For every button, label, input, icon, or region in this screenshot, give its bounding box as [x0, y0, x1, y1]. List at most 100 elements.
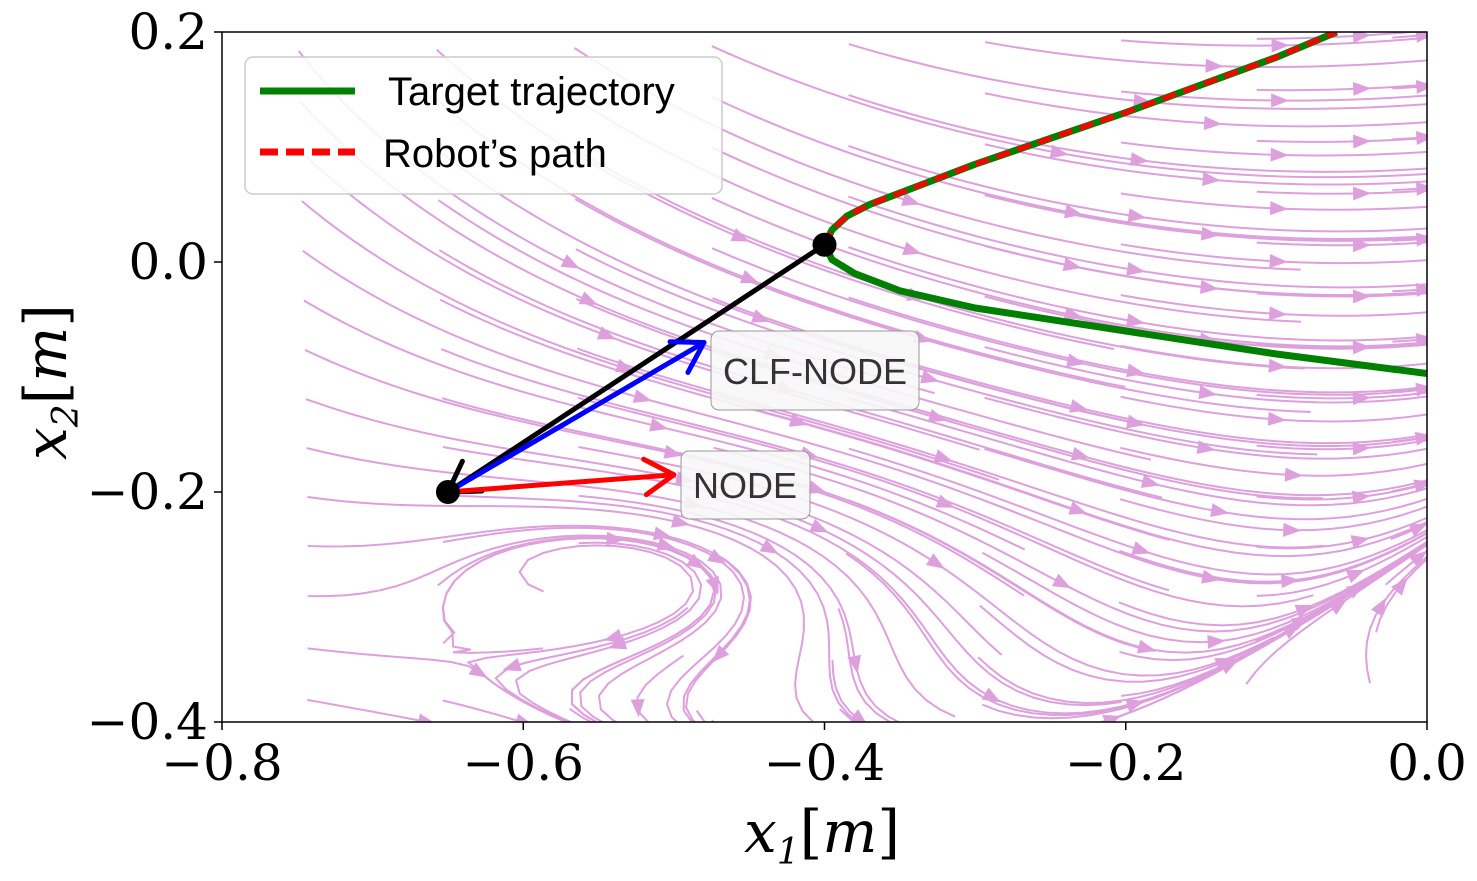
streamline-arrow: [902, 241, 922, 256]
streamline-arrow: [806, 480, 827, 494]
series-robots-path: [822, 32, 1338, 246]
streamline-arrow: [1352, 391, 1371, 406]
streamline-arrow: [1268, 306, 1288, 321]
streamline-arrow: [1199, 279, 1219, 294]
streamline-arrow: [1203, 116, 1223, 131]
streamline-arrow: [1352, 441, 1371, 456]
streamline-arrow: [1200, 226, 1220, 241]
streamline-arrow: [935, 494, 955, 508]
streamline-arrow: [759, 539, 779, 554]
streamline-arrow: [1051, 573, 1072, 589]
x-tick-label: −0.6: [463, 734, 584, 792]
streamline-arrow: [1126, 261, 1146, 276]
streamline-arrow: [711, 644, 730, 663]
x-tick-label: −0.4: [764, 734, 885, 792]
streamline-arrow: [1391, 577, 1408, 596]
streamline-arrow: [1351, 490, 1371, 505]
y-tick-label: 0.2: [128, 3, 208, 61]
streamline-arrow: [1352, 32, 1372, 44]
point-current-target: [812, 232, 837, 257]
annotation-clf-node-box: [710, 330, 920, 411]
streamline-arrow: [920, 369, 940, 384]
arrow-clf-node: [445, 339, 707, 495]
streamline-arrow: [1129, 152, 1149, 167]
streamline-arrow: [1415, 282, 1427, 297]
streamline-arrow: [1345, 569, 1366, 584]
streamline-arrow: [1352, 238, 1372, 253]
streamline: [1245, 543, 1427, 685]
streamline-arrow: [1345, 583, 1366, 599]
streamline-arrow: [605, 721, 607, 722]
streamline-arrow: [1414, 431, 1427, 446]
annotation-clf-node-label: CLF-NODE: [723, 351, 907, 392]
streamline-arrow: [1280, 574, 1300, 589]
streamline-arrow: [1070, 446, 1091, 461]
streamline-arrow: [1408, 550, 1427, 568]
streamline: [1121, 542, 1427, 697]
legend-label-robots-path: Robot’s path: [383, 132, 607, 176]
streamline-arrow: [1408, 523, 1427, 538]
legend-label-target-trajectory: Target trajectory: [388, 70, 675, 114]
arrow-node: [445, 456, 677, 498]
streamline-arrow: [925, 553, 945, 569]
streamline-arrow: [1131, 541, 1151, 555]
streamline-arrow: [418, 713, 434, 722]
streamline-arrow: [1126, 414, 1146, 429]
streamline-arrow: [578, 291, 598, 305]
streamline-arrow: [1267, 411, 1287, 426]
streamline-arrow: [1269, 254, 1288, 268]
streamline-arrow: [502, 657, 522, 672]
arrow-layer: [435, 232, 837, 504]
annotation-node-box: [680, 450, 811, 520]
streamline-arrow: [1202, 172, 1221, 187]
annotation-clf-node: CLF-NODE: [710, 330, 920, 411]
legend: Target trajectory Robot’s path: [244, 56, 723, 195]
streamline-arrow: [1271, 38, 1290, 53]
streamline-arrow: [1125, 313, 1145, 328]
streamline-arrow: [1370, 597, 1387, 617]
streamline-arrow: [1198, 385, 1218, 400]
streamline-arrow: [1294, 604, 1314, 618]
streamline-arrow: [1352, 289, 1372, 304]
streamline-arrow: [630, 698, 645, 718]
streamline-arrow: [1283, 522, 1302, 537]
streamline-arrow: [1415, 32, 1427, 43]
point-robot-start: [435, 480, 460, 504]
streamline-arrow: [1133, 93, 1152, 108]
streamline-arrow: [847, 654, 862, 674]
streamline-arrow: [1068, 501, 1088, 515]
x-axis-label: x1[m]: [744, 798, 900, 873]
streamline-arrow: [707, 548, 727, 565]
y-tick-label: 0.0: [128, 233, 208, 291]
streamline-arrow: [1207, 634, 1226, 649]
streamline: [494, 606, 689, 722]
streamline-arrow: [1416, 232, 1427, 247]
streamline-arrow: [1271, 93, 1290, 108]
streamline-arrow: [849, 709, 866, 722]
streamline: [568, 708, 594, 722]
streamline-arrow: [1415, 131, 1427, 145]
streamline-arrow: [1270, 147, 1289, 162]
streamline-arrow: [809, 518, 829, 533]
annotation-node-label: NODE: [693, 465, 797, 506]
axes: −0.8 −0.6 −0.4 −0.2 0.0 −0.4 −0.2 0.0 0.2: [87, 3, 1467, 792]
streamline-arrow: [1127, 208, 1147, 223]
streamline-arrow: [603, 628, 623, 643]
y-tick-label: −0.4: [87, 693, 208, 751]
annotation-node: NODE: [680, 450, 811, 520]
streamline-arrow: [1350, 535, 1370, 549]
streamline-arrow: [560, 254, 580, 269]
streamline-arrow: [671, 514, 691, 528]
streamline-arrow: [1353, 134, 1372, 149]
x-tick-label: −0.8: [161, 734, 282, 792]
streamline-arrow: [1140, 474, 1160, 488]
streamline-arrow: [1268, 358, 1287, 373]
streamline: [831, 659, 866, 722]
streamline-arrow: [1415, 382, 1427, 397]
streamline-arrow: [1210, 503, 1230, 517]
streamline: [305, 398, 1003, 656]
streamline: [441, 537, 716, 722]
y-tick-label: −0.2: [87, 463, 208, 521]
